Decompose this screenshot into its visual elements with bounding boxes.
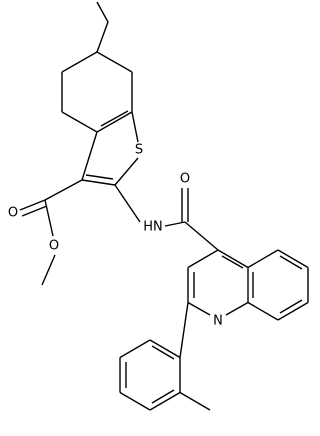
atom-label: S	[135, 143, 143, 158]
atom-label: N	[213, 314, 223, 329]
atom-label: HN	[143, 220, 163, 235]
atom-label: O	[8, 206, 18, 221]
atom-label: O	[180, 172, 190, 187]
bonds	[19, 1, 309, 411]
atom-label: O	[49, 239, 59, 254]
